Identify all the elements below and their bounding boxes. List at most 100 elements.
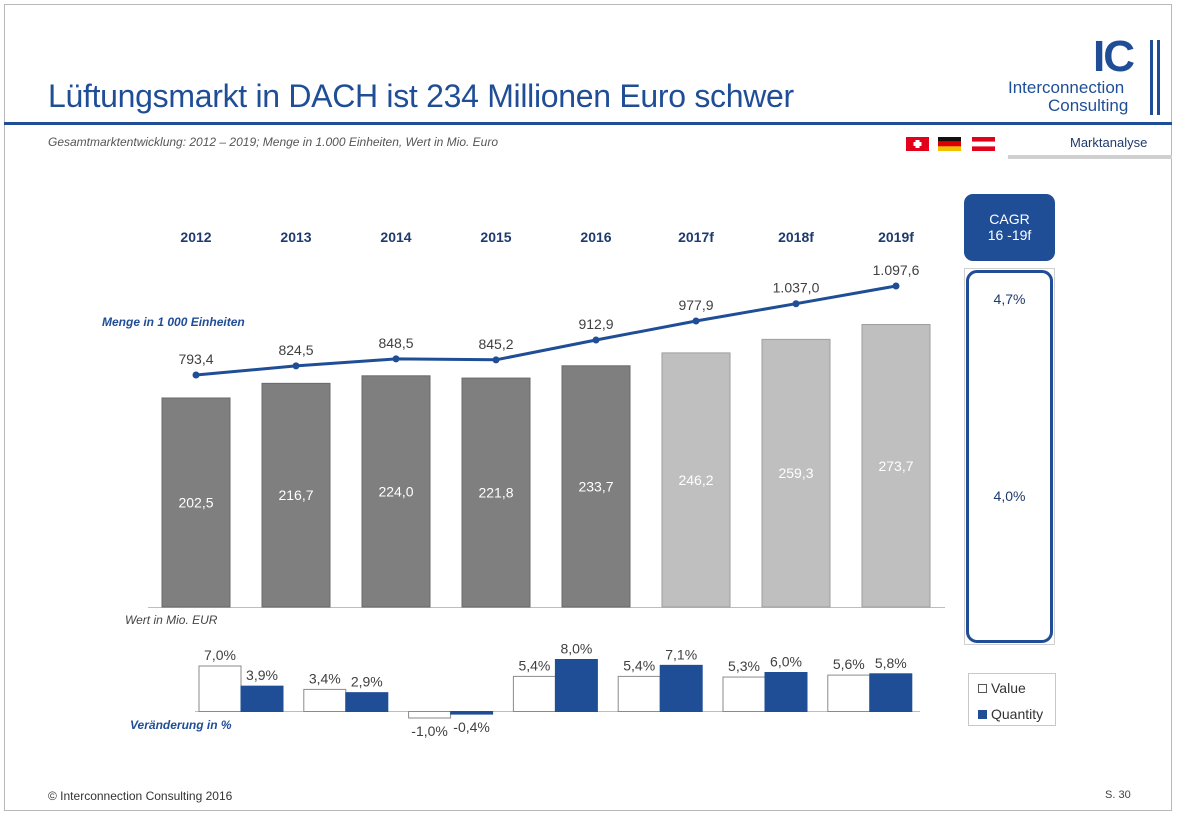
legend-swatch-value — [978, 684, 987, 693]
change-label-quantity: 7,1% — [665, 646, 697, 662]
section-label: Marktanalyse — [1070, 135, 1148, 150]
value-bar — [861, 324, 931, 608]
switzerland-flag-icon — [906, 137, 929, 151]
quantity-point — [392, 355, 400, 363]
change-label-value: 7,0% — [204, 647, 236, 663]
value-bar-label: 246,2 — [678, 472, 713, 488]
value-bar — [561, 365, 631, 608]
value-series-label: Wert in Mio. EUR — [125, 613, 218, 627]
cagr-period: 16 -19f — [987, 227, 1032, 243]
page-subtitle: Gesamtmarktentwicklung: 2012 – 2019; Men… — [48, 135, 499, 149]
value-bar-label: 202,5 — [178, 495, 213, 511]
year-label: 2016 — [580, 229, 612, 245]
change-bar-quantity — [345, 692, 389, 713]
value-bar — [361, 375, 431, 608]
change-bar-quantity — [659, 664, 703, 712]
slide-frame — [4, 4, 1172, 811]
value-bar-label: 273,7 — [878, 458, 913, 474]
germany-flag-icon — [938, 137, 961, 151]
year-label: 2018f — [778, 229, 814, 245]
copyright: © Interconnection Consulting 2016 — [48, 789, 233, 803]
quantity-point — [592, 336, 600, 344]
year-label: 2017f — [678, 229, 714, 245]
quantity-point — [292, 362, 300, 370]
quantity-point — [492, 356, 500, 364]
change-label-quantity: 8,0% — [560, 641, 592, 657]
quantity-label: 977,9 — [678, 297, 713, 313]
value-bar — [461, 377, 531, 608]
year-label: 2019f — [878, 229, 914, 245]
value-bar-label: 259,3 — [778, 465, 813, 481]
logo-text-line2: Consulting — [1048, 96, 1129, 115]
change-bar-value — [408, 711, 452, 719]
page-title: Lüftungsmarkt in DACH ist 234 Millionen … — [48, 78, 794, 114]
change-label-quantity: 5,8% — [875, 655, 907, 671]
quantity-label: 1.097,6 — [873, 262, 920, 278]
logo-bar — [1157, 40, 1160, 115]
change-bar-quantity — [869, 673, 913, 712]
change-bar-quantity — [764, 672, 808, 712]
year-label: 2014 — [380, 229, 412, 245]
change-bar-quantity — [554, 659, 598, 712]
value-bar — [161, 397, 231, 608]
legend — [968, 673, 1056, 726]
quantity-series-label: Menge in 1 000 Einheiten — [102, 315, 245, 329]
change-bar-value — [827, 674, 871, 712]
legend-label-value: Value — [991, 680, 1026, 696]
legend-item-value: Value — [978, 680, 1026, 696]
year-label: 2012 — [180, 229, 212, 245]
change-chart-label: Veränderung in % — [130, 718, 232, 732]
change-label-value: 5,3% — [728, 658, 760, 674]
cagr-header: CAGR 16 -19f — [964, 194, 1055, 261]
quantity-label: 1.037,0 — [773, 280, 820, 296]
value-bar-label: 216,7 — [278, 487, 313, 503]
cagr-quantity-value: 4,7% — [993, 291, 1026, 307]
quantity-point — [792, 300, 800, 308]
quantity-line — [195, 284, 897, 377]
change-label-quantity: -0,4% — [453, 719, 490, 735]
change-label-quantity: 2,9% — [351, 674, 383, 690]
change-bar-value — [617, 675, 661, 713]
change-label-value: 5,4% — [518, 657, 550, 673]
change-bar-quantity — [240, 685, 284, 713]
quantity-label: 848,5 — [378, 335, 413, 351]
quantity-point — [892, 282, 900, 290]
quantity-label: 824,5 — [278, 342, 313, 358]
logo-bar — [1150, 40, 1153, 115]
cagr-box — [964, 268, 1055, 645]
change-label-quantity: 3,9% — [246, 667, 278, 683]
legend-item-quantity: Quantity — [978, 706, 1043, 722]
year-label: 2013 — [280, 229, 312, 245]
change-bar-quantity — [450, 711, 494, 715]
value-bar-label: 221,8 — [478, 485, 513, 501]
logo-text-line1: Interconnection — [1008, 78, 1125, 97]
value-bar — [761, 338, 831, 608]
page-number: S. 30 — [1105, 789, 1131, 801]
section-rule — [1008, 155, 1172, 159]
logo-mark: IC — [1093, 32, 1135, 81]
legend-swatch-quantity — [978, 710, 987, 719]
change-label-value: 5,6% — [833, 656, 865, 672]
title-rule — [4, 122, 1172, 125]
change-bar-value — [303, 688, 347, 713]
change-label-value: 5,4% — [623, 657, 655, 673]
change-bar-value — [198, 665, 242, 712]
quantity-label: 793,4 — [178, 351, 213, 367]
change-label-value: 3,4% — [309, 670, 341, 686]
quantity-point — [692, 317, 700, 325]
change-label-quantity: 6,0% — [770, 654, 802, 670]
change-bar-value — [722, 676, 766, 712]
cagr-value-value: 4,0% — [993, 488, 1026, 504]
change-bar-value — [512, 675, 556, 713]
value-bar-label: 224,0 — [378, 483, 413, 499]
cagr-panel — [966, 270, 1053, 643]
value-bar — [661, 352, 731, 608]
cagr-title: CAGR — [989, 211, 1030, 227]
quantity-label: 845,2 — [478, 336, 513, 352]
quantity-label: 912,9 — [578, 316, 613, 332]
value-bar-label: 233,7 — [578, 478, 613, 494]
quantity-point — [192, 371, 200, 379]
year-label: 2015 — [480, 229, 512, 245]
legend-label-quantity: Quantity — [991, 706, 1044, 722]
